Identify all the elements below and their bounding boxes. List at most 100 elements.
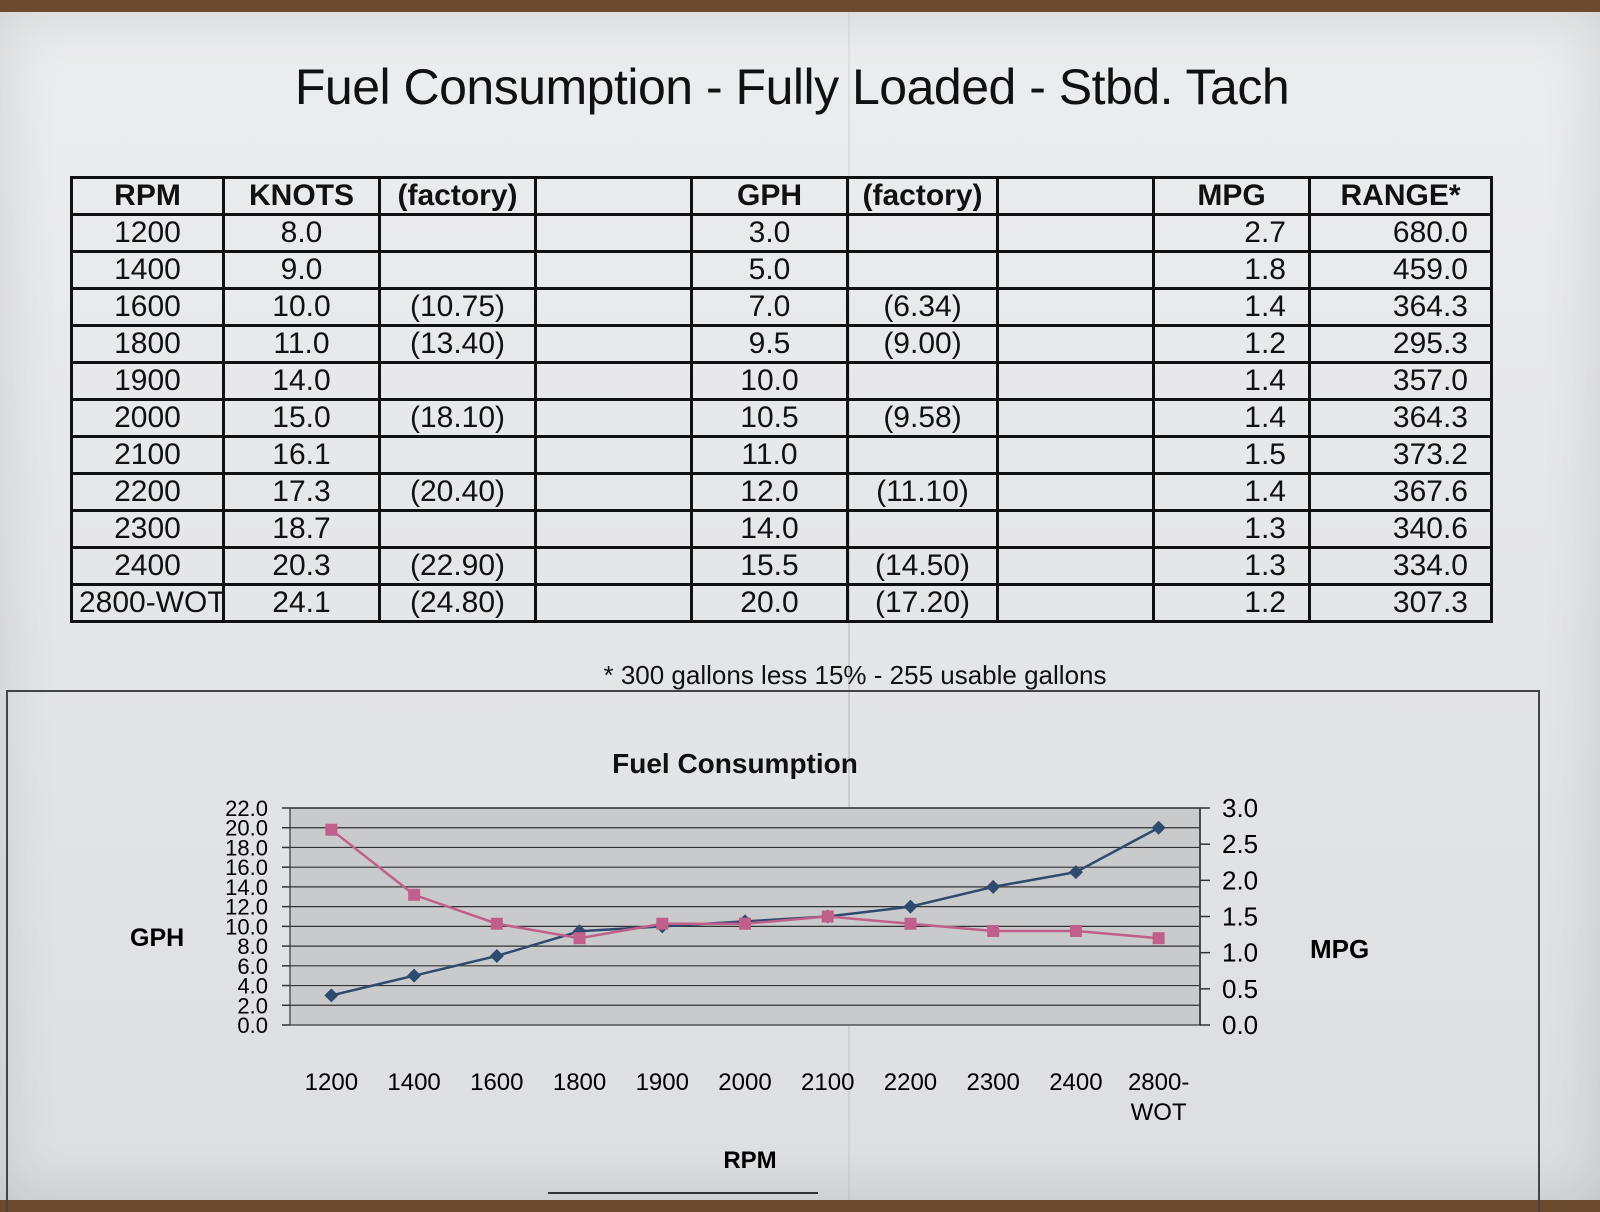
cell-knots-factory <box>378 250 537 290</box>
series-2-point <box>573 932 586 945</box>
cell-range: 364.3 <box>1308 398 1493 438</box>
cell-mpg: 1.4 <box>1152 472 1311 512</box>
x-tick-label-line: WOT <box>1131 1099 1187 1126</box>
left-tick-label: 10.0 <box>225 914 268 939</box>
cell-gph: 20.0 <box>690 583 849 623</box>
y2-axis-label: MPG <box>1310 934 1369 964</box>
cell-blank-2 <box>996 287 1155 327</box>
cell-mpg: 1.4 <box>1152 287 1311 327</box>
cell-blank-2 <box>996 583 1155 623</box>
x-tick-label: 2000 <box>718 1069 771 1096</box>
cell-knots-factory: (20.40) <box>378 472 537 512</box>
x-tick-label: 2400 <box>1049 1069 1102 1096</box>
cell-blank-2 <box>996 435 1155 475</box>
cell-blank-2 <box>996 213 1155 253</box>
cell-knots: 15.0 <box>222 398 381 438</box>
cell-gph: 10.5 <box>690 398 849 438</box>
series-2-point <box>490 917 503 930</box>
cell-rpm: 2400 <box>70 546 225 586</box>
cell-gph: 11.0 <box>690 435 849 475</box>
table-body: 1200 8.0 3.0 2.7 680.0 1400 9.0 5.0 1.8 459.0 1600… <box>70 213 1493 623</box>
cell-knots: 20.3 <box>222 546 381 586</box>
header-gph-factory: (factory) <box>846 176 999 216</box>
series-1-point <box>1068 865 1083 880</box>
cell-mpg: 2.7 <box>1152 213 1311 253</box>
cell-blank-1 <box>534 583 693 623</box>
header-range: RANGE* <box>1308 176 1493 216</box>
cell-blank-1 <box>534 472 693 512</box>
left-tick-label: 20.0 <box>225 816 268 841</box>
x-tick-label-line: 1600 <box>470 1069 523 1096</box>
header-knots-factory: (factory) <box>378 176 537 216</box>
cell-knots: 14.0 <box>222 361 381 401</box>
cell-blank-1 <box>534 361 693 401</box>
cell-mpg: 1.2 <box>1152 583 1311 623</box>
table-row: 2800-WOT 24.1 (24.80) 20.0 (17.20) 1.2 307.3 <box>70 583 1493 623</box>
cell-gph-factory <box>846 435 999 475</box>
series-2-point <box>821 910 834 923</box>
header-blank-1 <box>534 176 693 216</box>
table-header-row: RPM KNOTS (factory) GPH (factory) MPG RA… <box>70 176 1493 216</box>
cell-knots-factory: (24.80) <box>378 583 537 623</box>
cell-knots: 9.0 <box>222 250 381 290</box>
x-tick-label: 2200 <box>884 1069 937 1096</box>
cell-blank-2 <box>996 324 1155 364</box>
x-tick-label-line: 2100 <box>801 1069 854 1096</box>
cell-gph-factory: (9.00) <box>846 324 999 364</box>
cell-rpm: 2200 <box>70 472 225 512</box>
cell-gph-factory: (17.20) <box>846 583 999 623</box>
fuel-table: RPM KNOTS (factory) GPH (factory) MPG RA… <box>70 176 1493 623</box>
cell-gph-factory <box>846 361 999 401</box>
cell-range: 295.3 <box>1308 324 1493 364</box>
cell-mpg: 1.5 <box>1152 435 1311 475</box>
table-row: 1800 11.0 (13.40) 9.5 (9.00) 1.2 295.3 <box>70 324 1493 364</box>
cell-gph-factory: (11.10) <box>846 472 999 512</box>
cell-blank-1 <box>534 324 693 364</box>
cell-gph-factory <box>846 213 999 253</box>
cell-gph: 14.0 <box>690 509 849 549</box>
table-row: 2400 20.3 (22.90) 15.5 (14.50) 1.3 334.0 <box>70 546 1493 586</box>
x-tick-label-line: 1800 <box>553 1069 606 1096</box>
cell-gph: 12.0 <box>690 472 849 512</box>
header-knots: KNOTS <box>222 176 381 216</box>
x-tick-label-line: 2400 <box>1049 1069 1102 1096</box>
cell-knots: 18.7 <box>222 509 381 549</box>
cell-range: 307.3 <box>1308 583 1493 623</box>
x-tick-label: 2100 <box>801 1069 854 1096</box>
cell-knots-factory <box>378 435 537 475</box>
series-2-point <box>739 917 751 930</box>
cell-range: 367.6 <box>1308 472 1493 512</box>
cell-range: 459.0 <box>1308 250 1493 290</box>
cell-knots-factory <box>378 361 537 401</box>
series-1-point <box>324 988 339 1003</box>
cell-mpg: 1.3 <box>1152 509 1311 549</box>
right-tick-label: 0.0 <box>1222 1010 1258 1040</box>
cell-gph: 7.0 <box>690 287 849 327</box>
cell-range: 340.6 <box>1308 509 1493 549</box>
cell-knots: 24.1 <box>222 583 381 623</box>
cell-blank-2 <box>996 250 1155 290</box>
cell-rpm: 1800 <box>70 324 225 364</box>
x-tick-label-line: 1900 <box>636 1069 689 1096</box>
cell-blank-1 <box>534 250 693 290</box>
x-tick-label: 1600 <box>470 1069 523 1096</box>
cell-gph-factory <box>846 509 999 549</box>
cell-knots: 10.0 <box>222 287 381 327</box>
left-tick-label: 22.0 <box>225 796 268 821</box>
series-2-point <box>408 888 421 901</box>
cell-blank-1 <box>534 287 693 327</box>
left-tick-label: 4.0 <box>237 974 268 999</box>
x-tick-label-line: 2800- <box>1128 1069 1189 1096</box>
cell-rpm: 2300 <box>70 509 225 549</box>
cell-rpm: 1600 <box>70 287 225 327</box>
cell-range: 364.3 <box>1308 287 1493 327</box>
cell-rpm: 2000 <box>70 398 225 438</box>
cell-gph: 9.5 <box>690 324 849 364</box>
table-row: 1600 10.0 (10.75) 7.0 (6.34) 1.4 364.3 <box>70 287 1493 327</box>
right-tick-label: 1.0 <box>1222 938 1258 968</box>
cell-gph: 5.0 <box>690 250 849 290</box>
cell-gph-factory <box>846 250 999 290</box>
page-title: Fuel Consumption - Fully Loaded - Stbd. … <box>294 59 1290 115</box>
cell-rpm: 2100 <box>70 435 225 475</box>
table-row: 1200 8.0 3.0 2.7 680.0 <box>70 213 1493 253</box>
